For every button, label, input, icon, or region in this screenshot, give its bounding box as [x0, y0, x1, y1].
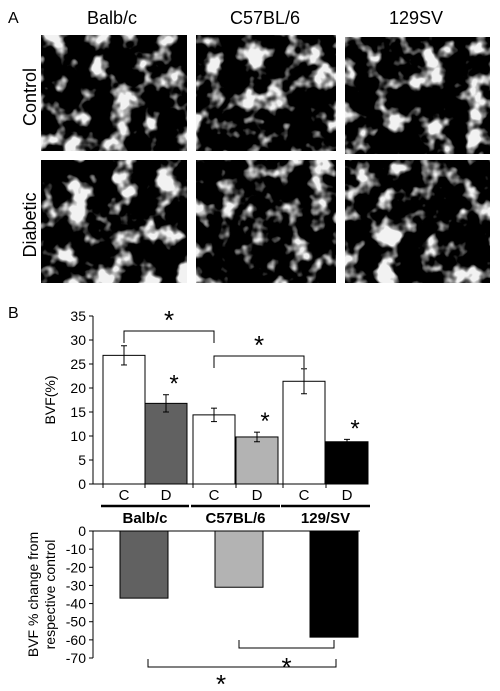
y-tick-label: 20 [70, 380, 86, 396]
y-tick-label: 35 [70, 308, 86, 324]
y-tick-label: 25 [70, 356, 86, 372]
bar [119, 530, 169, 599]
bar-label: C [299, 487, 310, 504]
significance-star: * [164, 305, 174, 335]
y-tick-label: -50 [66, 614, 86, 630]
bar-label: C [209, 487, 220, 504]
bar-label: C [119, 487, 130, 504]
bar [144, 402, 188, 485]
y-tick-label: 0 [78, 523, 86, 539]
bar [309, 530, 359, 638]
bar [192, 414, 236, 485]
y-tick-label: 5 [78, 452, 86, 468]
y-tick-label: 15 [70, 404, 86, 420]
bvf-chart: 0 5 10 15 20 25 30 35 BVF(%) C * D Balb/c C * D C57BL/6 C… [42, 305, 370, 527]
row-label-control: Control [20, 68, 40, 126]
y-tick-label: -30 [66, 577, 86, 593]
microct-image-balbc-diabetic [41, 160, 187, 283]
y-tick-label: -70 [66, 650, 86, 666]
microct-image-c57bl6-control [196, 35, 336, 151]
y-tick-label: -20 [66, 559, 86, 575]
bar [325, 441, 369, 485]
strain-title-c57bl6: C57BL/6 [230, 8, 300, 28]
significance-star: * [216, 669, 226, 691]
significance-star: * [260, 408, 269, 435]
bar [214, 530, 264, 588]
microct-image-129sv-diabetic [345, 160, 490, 283]
group-label: Balb/c [122, 510, 167, 527]
y-tick-label: 10 [70, 428, 86, 444]
strain-title-129sv: 129SV [389, 8, 443, 28]
group-label: 129/SV [301, 510, 350, 527]
group-label: C57BL/6 [205, 510, 265, 527]
bar [102, 354, 146, 485]
y-tick-label: 0 [78, 476, 86, 492]
y-axis-title: BVF % change fromrespective control [25, 532, 58, 657]
significance-bracket [147, 659, 337, 668]
significance-bracket [213, 355, 305, 368]
microct-image-balbc-control [41, 35, 187, 151]
panel-a-label: A [8, 10, 19, 27]
significance-star: * [169, 371, 178, 398]
significance-bracket [238, 640, 335, 649]
bar-label: D [252, 487, 263, 504]
y-tick-label: -60 [66, 632, 86, 648]
bvf-change-chart: 0 -10 -20 -30 -40 -50 -60 -70 BVF % change fromr… [25, 523, 360, 691]
bar-label: D [342, 487, 353, 504]
significance-bracket [123, 330, 215, 343]
row-label-diabetic: Diabetic [20, 192, 40, 257]
microct-image-129sv-control [345, 37, 490, 154]
strain-title-balbc: Balb/c [87, 8, 137, 28]
significance-star: * [254, 330, 264, 360]
panel-b-label: B [8, 305, 19, 322]
significance-star: * [350, 415, 359, 442]
bar [235, 436, 279, 485]
bar-label: D [161, 487, 172, 504]
y-tick-label: -10 [66, 541, 86, 557]
y-tick-label: -40 [66, 596, 86, 612]
y-axis-title: BVF(%) [42, 376, 58, 425]
y-tick-label: 30 [70, 332, 86, 348]
microct-image-c57bl6-diabetic [196, 160, 336, 283]
panel-a: A Balb/c C57BL/6 129SV Control Diabetic [8, 8, 490, 283]
bar [282, 380, 326, 485]
